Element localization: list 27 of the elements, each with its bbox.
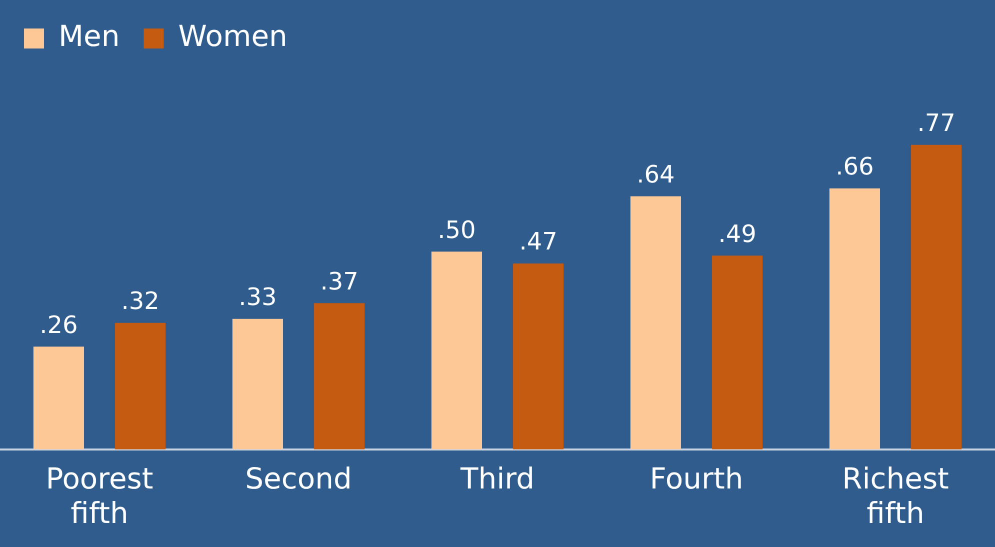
bar	[911, 144, 962, 450]
data-label: .33	[238, 283, 277, 312]
data-label: .37	[320, 267, 358, 296]
bar	[33, 346, 84, 450]
x-tick-label: Third	[460, 461, 534, 496]
data-label: .49	[718, 220, 756, 248]
bar	[712, 256, 763, 450]
x-tick-label: Fourth	[650, 461, 744, 496]
bar	[115, 322, 166, 450]
bar	[431, 252, 482, 450]
x-tick-label: Poorest fifth	[46, 461, 154, 530]
bar	[630, 196, 681, 450]
data-label: .64	[636, 160, 675, 189]
x-tick-label: Second	[245, 461, 352, 496]
bar	[513, 264, 564, 450]
x-tick-label: Richest fifth	[842, 461, 949, 530]
bar	[232, 318, 283, 450]
data-label: .32	[121, 287, 160, 316]
data-label: .66	[836, 152, 874, 181]
data-label: .26	[40, 310, 78, 339]
bar	[314, 303, 365, 450]
data-label: .47	[519, 228, 558, 256]
data-label: .77	[917, 109, 956, 138]
legend-label: Women	[178, 19, 288, 54]
legend-label: Men	[58, 19, 120, 54]
bar	[829, 188, 880, 450]
data-label: .50	[438, 216, 476, 244]
